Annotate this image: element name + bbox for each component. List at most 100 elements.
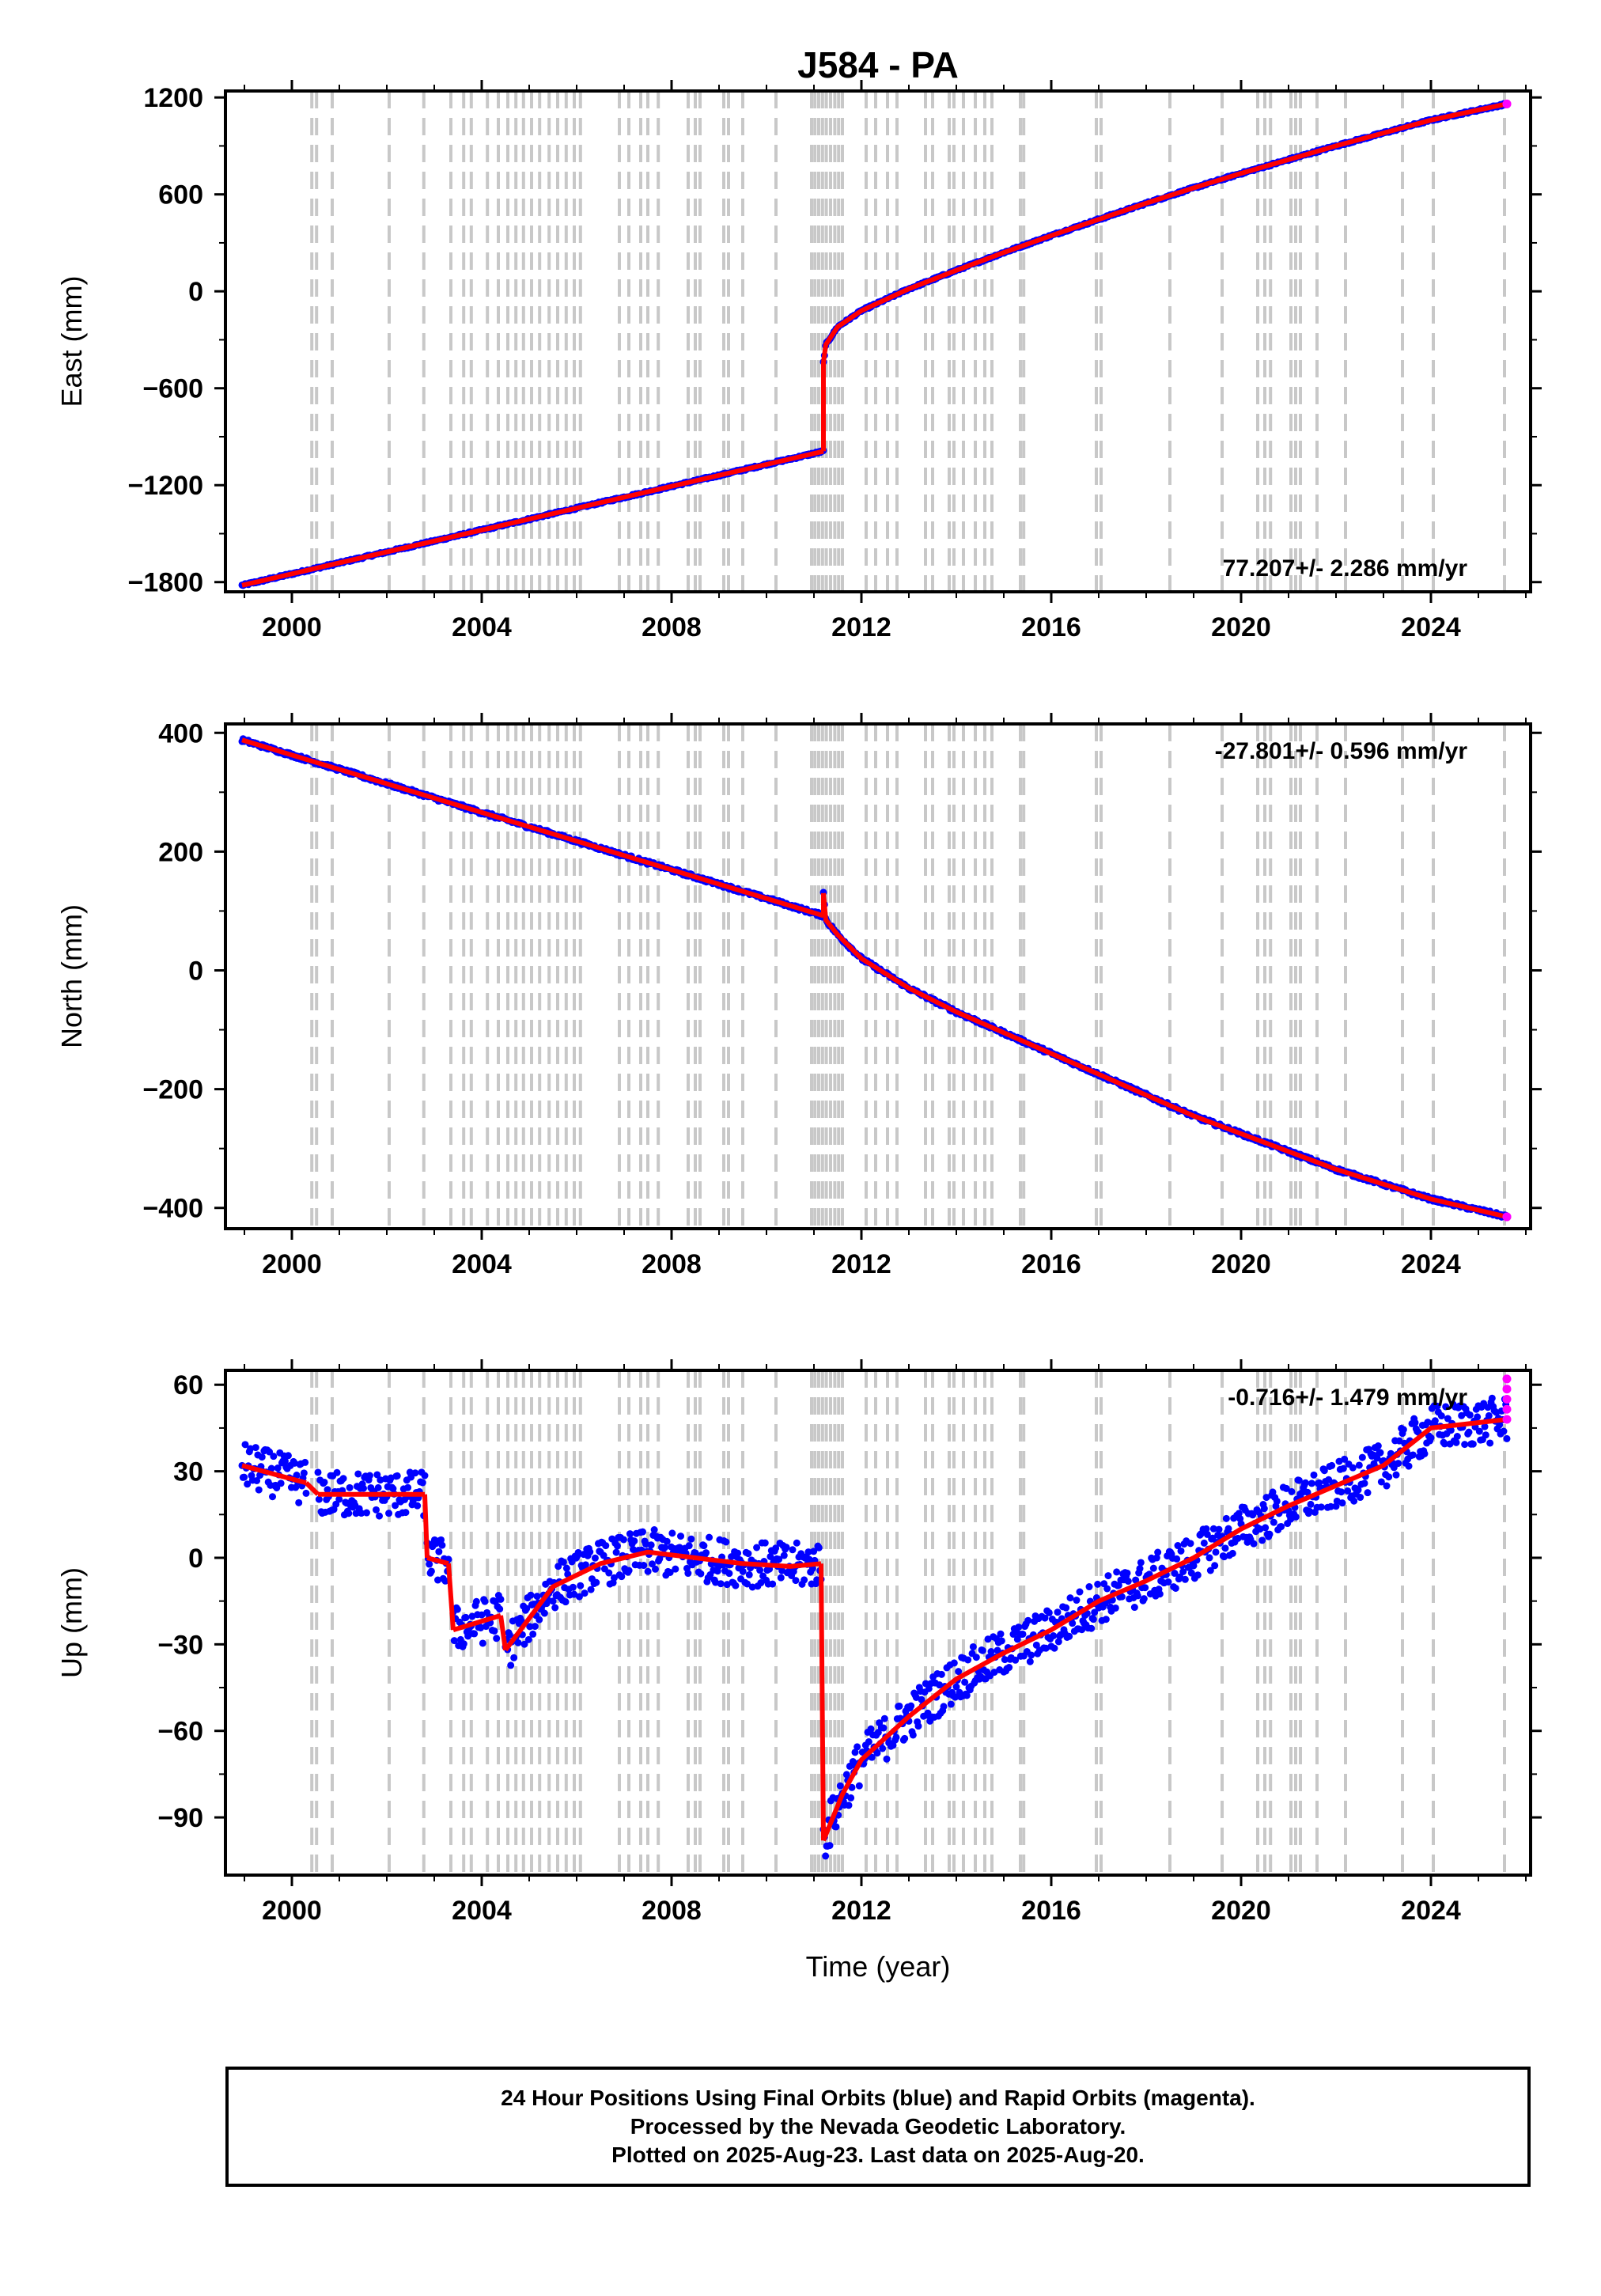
data-point [793,1539,800,1547]
data-point [1179,1568,1187,1576]
data-point [734,1549,742,1557]
data-point [1395,1460,1402,1468]
data-point [1141,1584,1149,1592]
y-tick-label: 60 [173,1370,203,1400]
data-point [851,1749,859,1756]
footer-line-processed-by: Processed by the Nevada Geodetic Laborat… [630,2114,1126,2139]
data-point [1015,1623,1023,1631]
plot-area-east [238,91,1512,592]
data-point [914,1722,922,1730]
data-point [1024,1616,1032,1624]
data-point [1341,1455,1349,1463]
data-point [642,1540,649,1548]
model-offset-line [304,1481,320,1496]
data-point [339,1475,347,1483]
data-point [1395,1437,1403,1445]
data-point [1140,1595,1148,1603]
x-tick-label: 2016 [1021,1896,1081,1926]
data-point [269,1493,277,1501]
data-point [551,1604,559,1612]
data-point [691,1549,699,1557]
data-point [761,1539,769,1547]
y-axis-label-up: Up (mm) [55,1567,88,1678]
data-point [524,1635,532,1643]
data-point [531,1623,539,1631]
data-point [1137,1559,1145,1567]
data-point [697,1570,705,1578]
data-point [1028,1651,1035,1659]
data-point [836,1782,844,1790]
data-point [577,1582,585,1589]
data-point [591,1554,599,1562]
data-point [1212,1548,1220,1556]
data-point [496,1605,504,1613]
data-point [810,1548,818,1555]
data-point [359,1484,367,1492]
data-point [1500,1427,1508,1435]
data-point [1130,1604,1138,1612]
data-point [434,1576,441,1584]
data-point [853,1743,861,1751]
data-point [255,1486,263,1494]
footer-line-plotted-on: Plotted on 2025-Aug-23. Last data on 202… [611,2143,1145,2167]
data-point [789,1546,797,1554]
y-tick-label: 600 [158,180,203,210]
data-point [1376,1449,1384,1457]
data-point [1431,1417,1439,1425]
data-point [1171,1570,1179,1578]
data-point [1228,1549,1236,1557]
data-point [374,1483,382,1491]
x-tick-label: 2024 [1401,612,1461,642]
data-point [1503,1434,1511,1442]
data-point [562,1564,570,1572]
plot-area-north [238,724,1512,1229]
data-point [907,1702,915,1710]
data-point [947,1700,955,1708]
data-point [335,1495,343,1503]
data-point [1203,1530,1211,1538]
data-point [284,1452,292,1460]
x-tick-label: 2024 [1401,1896,1461,1926]
data-point [523,1605,531,1612]
data-point [955,1668,963,1676]
data-point [1012,1656,1020,1664]
data-point [402,1509,410,1517]
data-point [1187,1569,1195,1577]
data-point [514,1639,522,1646]
data-point [587,1586,595,1593]
data-point [873,1749,881,1757]
data-point [1194,1571,1202,1579]
data-point [1134,1592,1141,1600]
data-point [880,1714,888,1722]
data-point [292,1483,300,1491]
data-point [994,1646,1001,1654]
data-point [592,1578,600,1586]
data-point [672,1565,679,1573]
data-point [1409,1451,1417,1459]
model-line-model-2000 [241,1463,307,1486]
y-tick-label: 400 [158,718,203,748]
data-point [300,1469,308,1477]
data-point [1481,1423,1489,1430]
data-point [540,1609,548,1617]
data-point [668,1529,676,1537]
data-point [650,1526,658,1534]
data-point [1364,1489,1372,1497]
data-point [847,1794,855,1802]
data-point [1266,1530,1274,1538]
data-point [883,1755,891,1763]
data-point [1073,1597,1081,1605]
data-point [569,1583,577,1591]
data-point [972,1654,980,1661]
data-point [575,1593,583,1601]
data-point [1176,1573,1184,1581]
data-point [1089,1616,1097,1623]
data-point [1354,1486,1362,1494]
data-point [253,1476,261,1484]
rapid-orbit-point [1502,1404,1512,1414]
data-point [1154,1548,1162,1556]
data-point [867,1725,875,1733]
data-point [1339,1464,1347,1472]
data-point [1496,1421,1504,1429]
